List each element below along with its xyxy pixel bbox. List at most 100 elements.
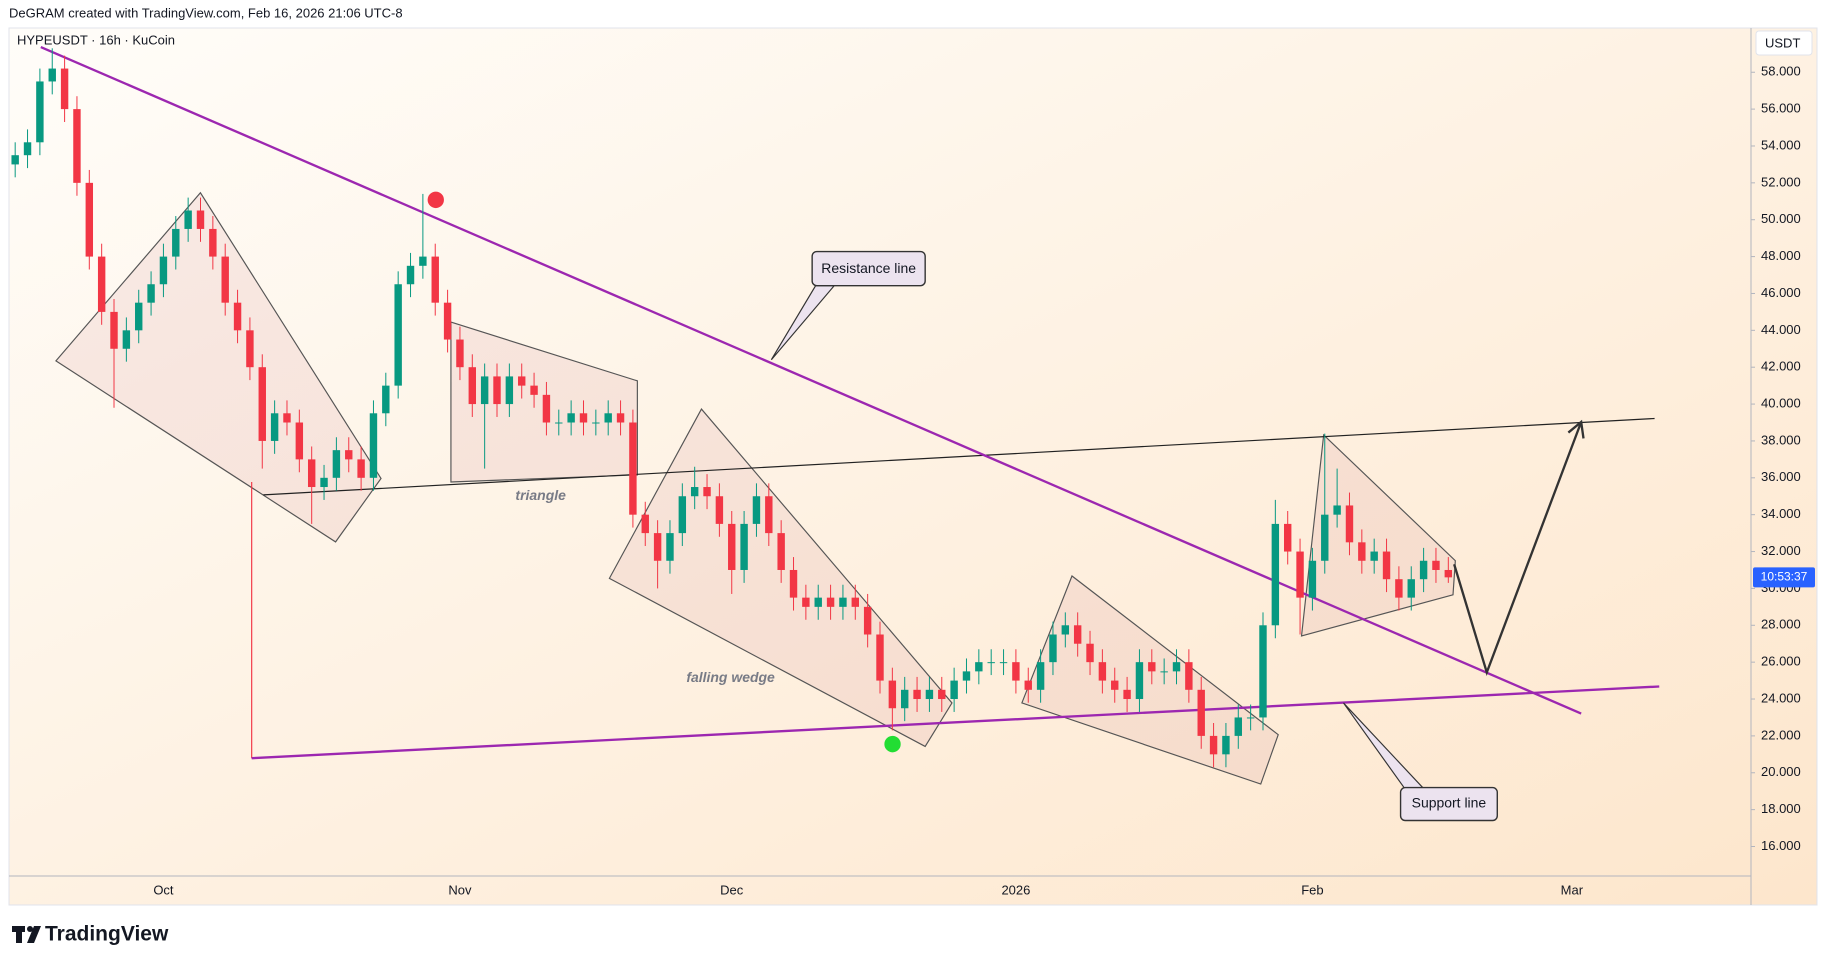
candle-body: [60, 68, 69, 110]
wedge-pattern: [1021, 575, 1279, 785]
candle-body: [147, 284, 155, 303]
currency-box[interactable]: [1755, 30, 1813, 56]
candle-body: [1123, 689, 1131, 700]
candle-body: [73, 109, 81, 183]
y-tick-label: 58.000: [1761, 64, 1801, 79]
y-tick-label: 40.000: [1761, 396, 1801, 411]
candle-body: [802, 597, 810, 607]
candle-body: [122, 330, 131, 349]
candle-body: [765, 496, 773, 534]
candle-body: [406, 265, 415, 285]
candle-body: [1345, 505, 1354, 543]
y-tick-label: 20.000: [1761, 764, 1801, 779]
projection-arrow: [1453, 421, 1583, 677]
candle-body: [36, 81, 44, 143]
candle-body: [1296, 551, 1304, 598]
candle-body: [419, 256, 427, 266]
candle-body: [752, 496, 761, 524]
candle-body: [357, 459, 365, 478]
y-tick-label: 48.000: [1761, 248, 1801, 263]
candle-body: [629, 422, 637, 515]
candle-body: [493, 376, 501, 405]
candle-body: [1209, 735, 1218, 755]
candle-body: [1234, 717, 1242, 736]
y-tick-label: 50.000: [1761, 211, 1801, 226]
candle-body: [975, 662, 983, 672]
candle-body: [703, 487, 711, 497]
candle-body: [85, 182, 94, 257]
candle-body: [814, 597, 822, 607]
candle-body: [1073, 625, 1082, 644]
candle-body: [1024, 680, 1032, 690]
candle-body: [666, 533, 674, 561]
candle-body: [542, 394, 551, 423]
candle-body: [394, 284, 402, 386]
candle-body: [913, 689, 921, 700]
candle-body: [97, 256, 106, 312]
callout-box: [1399, 786, 1498, 822]
candle-body: [987, 662, 995, 664]
candle-body: [480, 376, 489, 405]
candle-body: [1407, 579, 1415, 598]
candle-body: [938, 689, 946, 700]
candle-body: [110, 311, 118, 349]
candle-body: [567, 413, 575, 423]
candle-body: [332, 450, 341, 478]
candle-body: [23, 142, 32, 156]
candle-body: [1036, 662, 1045, 690]
support-label: Support line: [1412, 795, 1487, 811]
candle-body: [307, 459, 316, 488]
candle-body: [1283, 523, 1292, 552]
candle-body: [1012, 662, 1020, 681]
candle-body: [1172, 662, 1181, 672]
candle-body: [505, 376, 514, 405]
candle-body: [1419, 560, 1428, 580]
candle-body: [604, 413, 612, 423]
candle-body: [184, 210, 192, 229]
candle-body: [283, 413, 291, 423]
candle-body: [369, 413, 378, 478]
candle-body: [320, 477, 328, 488]
y-tick-label: 28.000: [1761, 617, 1801, 632]
candle-body: [1222, 735, 1230, 755]
x-tick-label: Nov: [448, 882, 472, 897]
candle-body: [715, 496, 724, 524]
candle-body: [641, 514, 649, 534]
candle-body: [1246, 717, 1255, 719]
candle-body: [295, 422, 304, 460]
candle-body: [1111, 680, 1119, 690]
y-tick-label: 24.000: [1761, 690, 1801, 705]
brand-logo: TradingView: [12, 923, 169, 946]
logo-mark: [27, 926, 41, 943]
candle-body: [270, 413, 279, 441]
currency-label[interactable]: USDT: [1765, 35, 1800, 50]
y-tick-label: 16.000: [1761, 838, 1801, 853]
candle-body: [530, 385, 538, 395]
candle-body: [925, 689, 934, 700]
resistance-line: [40, 45, 1582, 715]
candle-body: [1271, 523, 1280, 626]
y-tick-label: 36.000: [1761, 469, 1801, 484]
countdown-label: 10:53:37: [1761, 570, 1808, 584]
candle-body: [1444, 569, 1453, 578]
pattern-label: falling wedge: [686, 669, 775, 685]
candle-body: [678, 496, 687, 534]
candle-body: [851, 597, 859, 607]
candles: [11, 48, 1453, 768]
pattern-label: triangle: [515, 487, 566, 503]
candle-body: [579, 413, 588, 423]
candle-body: [1259, 625, 1267, 718]
support-line: [251, 685, 1660, 760]
horizontal-trendline: [263, 417, 1655, 496]
candle-body: [209, 228, 217, 257]
y-tick-label: 42.000: [1761, 359, 1801, 374]
x-tick-label: 2026: [1001, 882, 1030, 897]
candle-body: [690, 487, 699, 497]
brand-name: TradingView: [45, 923, 169, 946]
green-dot: [884, 735, 901, 753]
candle-body: [196, 210, 205, 229]
candle-body: [431, 256, 439, 303]
candle-body: [1086, 643, 1094, 663]
countdown-box: [1753, 567, 1815, 588]
candle-body: [468, 367, 477, 405]
